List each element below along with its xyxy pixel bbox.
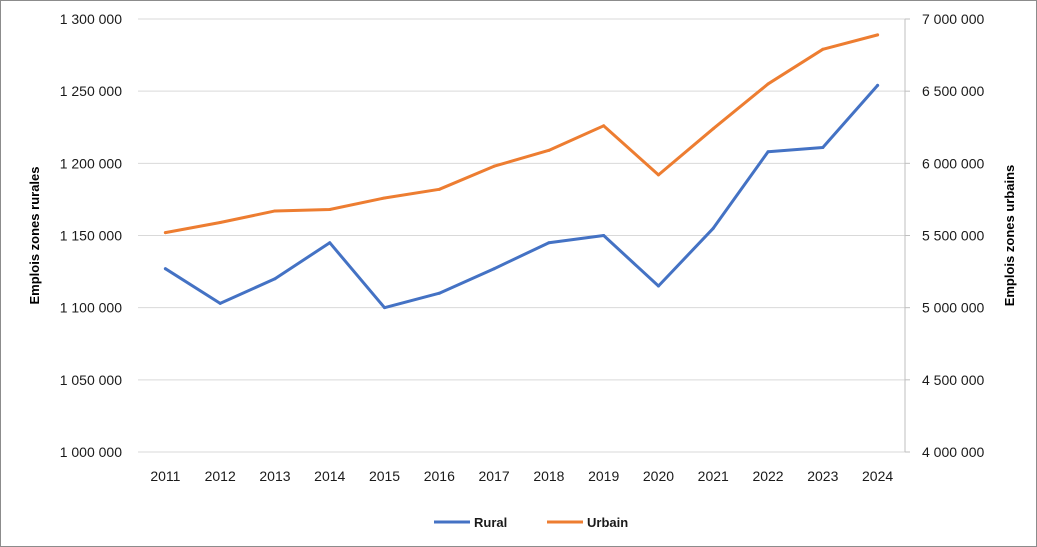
data-point-rural <box>492 267 496 271</box>
x-tick-label: 2024 <box>862 468 893 484</box>
x-tick-label: 2011 <box>150 468 180 484</box>
x-tick-label: 2020 <box>643 468 674 484</box>
right-tick-label: 4 000 000 <box>922 444 984 460</box>
x-tick-label: 2017 <box>479 468 510 484</box>
data-point-rural <box>656 284 660 288</box>
data-point-rural <box>876 83 880 87</box>
left-tick-label: 1 300 000 <box>60 11 122 27</box>
data-point-urbain <box>328 208 332 212</box>
series-line-rural <box>163 83 880 310</box>
data-point-urbain <box>218 221 222 225</box>
data-point-rural <box>273 277 277 281</box>
data-point-urbain <box>383 196 387 200</box>
data-point-urbain <box>711 127 715 131</box>
data-point-rural <box>328 241 332 245</box>
legend-label-rural: Rural <box>474 515 507 530</box>
left-tick-label: 1 250 000 <box>60 83 122 99</box>
data-point-rural <box>383 306 387 310</box>
right-tick-label: 6 000 000 <box>922 155 984 171</box>
data-point-rural <box>602 234 606 237</box>
data-point-urbain <box>656 173 660 177</box>
right-tick-label: 7 000 000 <box>922 11 984 27</box>
legend-label-urbain: Urbain <box>587 515 628 530</box>
x-tick-label: 2012 <box>205 468 236 484</box>
data-point-rural <box>821 145 825 149</box>
left-axis-title: Emplois zones rurales <box>27 167 42 305</box>
x-tick-label: 2015 <box>369 468 400 484</box>
data-point-rural <box>218 301 222 305</box>
series-layer <box>163 33 880 310</box>
x-tick-label: 2019 <box>588 468 619 484</box>
right-tick-label: 4 500 000 <box>922 372 984 388</box>
right-axis-ticks: 4 000 000 4 500 000 5 000 000 5 500 000 6 00… <box>905 11 984 460</box>
data-point-urbain <box>876 33 880 37</box>
x-tick-label: 2013 <box>259 468 290 484</box>
left-tick-label: 1 050 000 <box>60 372 122 388</box>
left-axis-ticks: 1 000 000 1 050 000 1 100 000 1 150 000 1 20… <box>60 11 122 460</box>
data-point-urbain <box>163 231 167 235</box>
gridlines <box>138 18 905 453</box>
x-tick-label: 2022 <box>752 468 783 484</box>
data-point-rural <box>766 150 770 154</box>
right-tick-label: 5 500 000 <box>922 228 984 244</box>
left-tick-label: 1 000 000 <box>60 444 122 460</box>
left-tick-label: 1 150 000 <box>60 228 122 244</box>
data-point-rural <box>711 226 715 230</box>
series-line-urbain <box>163 33 880 235</box>
data-point-urbain <box>602 124 606 128</box>
right-tick-label: 5 000 000 <box>922 300 984 316</box>
x-axis-ticks: 2011 2012 2013 2014 2015 2016 2017 2018 2019 2020… <box>150 468 893 484</box>
left-tick-label: 1 100 000 <box>60 300 122 316</box>
left-tick-label: 1 200 000 <box>60 155 122 171</box>
data-point-rural <box>547 241 551 245</box>
x-tick-label: 2021 <box>698 468 729 484</box>
legend: Rural Urbain <box>434 515 628 530</box>
data-point-urbain <box>821 47 825 51</box>
data-point-rural <box>163 267 167 271</box>
x-tick-label: 2014 <box>314 468 345 484</box>
x-tick-label: 2016 <box>424 468 455 484</box>
data-point-urbain <box>766 82 770 86</box>
x-tick-label: 2023 <box>807 468 838 484</box>
data-point-urbain <box>492 164 496 168</box>
right-tick-label: 6 500 000 <box>922 83 984 99</box>
x-tick-label: 2018 <box>533 468 564 484</box>
data-point-urbain <box>273 209 277 213</box>
data-point-urbain <box>437 187 441 191</box>
data-point-urbain <box>547 148 551 152</box>
data-point-rural <box>437 291 441 295</box>
right-axis-title: Emplois zones urbains <box>1002 165 1017 307</box>
